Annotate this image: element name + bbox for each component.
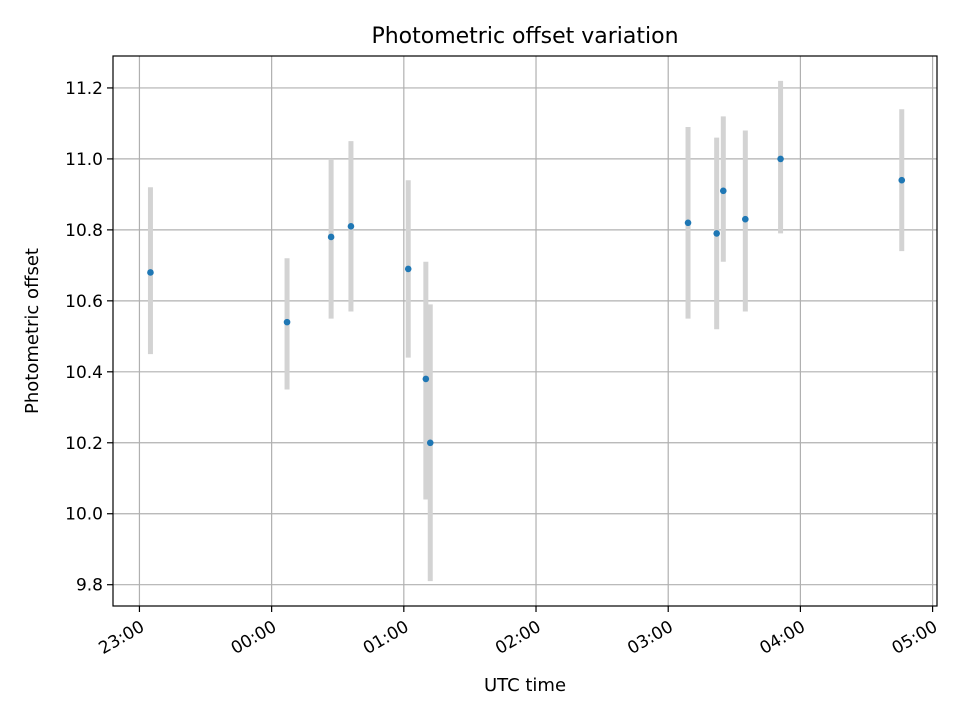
y-tick-label: 11.2 (65, 79, 103, 99)
data-point (283, 318, 291, 326)
data-point (327, 233, 335, 241)
data-point (898, 176, 906, 184)
x-axis-label: UTC time (484, 675, 566, 696)
y-tick-label: 10.2 (65, 434, 103, 454)
data-point (422, 375, 430, 383)
grid (113, 56, 937, 606)
data-point (404, 265, 412, 273)
data-point (347, 223, 355, 230)
data-point (684, 219, 692, 227)
y-tick-label: 9.8 (76, 576, 103, 596)
y-axis-label: Photometric offset (22, 248, 43, 414)
data-points (147, 155, 906, 447)
y-tick-label: 10.6 (65, 292, 103, 312)
data-point (742, 215, 749, 223)
plot-frame (112, 55, 938, 607)
y-tick-label: 10.8 (65, 221, 103, 241)
y-tick-label: 10.0 (65, 505, 103, 525)
y-tick-label: 10.4 (65, 363, 103, 383)
data-point (777, 155, 784, 163)
y-axis: 9.8 10.0 10.2 10.4 10.6 10.8 11.0 11.2 (65, 79, 113, 596)
data-point (713, 230, 720, 237)
data-point (426, 439, 434, 447)
data-point (147, 269, 154, 276)
chart-title: Photometric offset variation (371, 24, 678, 49)
y-tick-label: 11.0 (65, 150, 103, 170)
data-point (719, 187, 727, 195)
